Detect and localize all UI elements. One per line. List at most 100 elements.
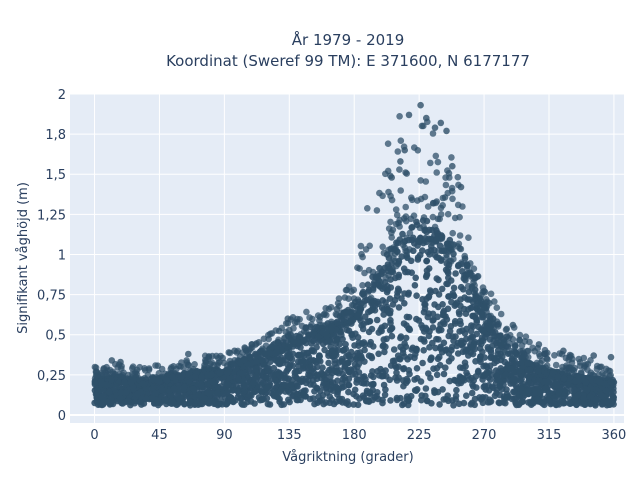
- data-point: [505, 334, 512, 342]
- data-point: [225, 365, 233, 373]
- data-point: [374, 270, 382, 278]
- data-point: [470, 265, 478, 273]
- data-point: [385, 246, 392, 254]
- data-point: [190, 385, 197, 393]
- data-point: [569, 355, 576, 363]
- data-point: [122, 389, 130, 396]
- data-point: [555, 388, 563, 396]
- data-point: [367, 294, 375, 302]
- data-point: [161, 397, 169, 404]
- data-point: [454, 173, 462, 181]
- data-point: [265, 364, 272, 372]
- data-point: [427, 374, 434, 382]
- data-point: [344, 398, 351, 405]
- data-point: [295, 339, 303, 347]
- x-tick-label: 0: [90, 428, 98, 443]
- data-point: [338, 355, 346, 363]
- y-tick-label: 1: [58, 248, 66, 263]
- data-point: [301, 336, 308, 344]
- data-point: [353, 393, 360, 400]
- data-point: [460, 275, 468, 282]
- data-point: [302, 359, 310, 366]
- data-point: [406, 229, 414, 237]
- data-point: [388, 234, 396, 241]
- data-point: [419, 324, 427, 332]
- data-point: [497, 310, 505, 318]
- data-point: [390, 244, 397, 251]
- data-point: [401, 300, 408, 307]
- data-point: [421, 237, 428, 244]
- data-point: [303, 349, 311, 357]
- data-point: [461, 252, 469, 260]
- data-point: [431, 124, 439, 131]
- data-point: [369, 286, 377, 294]
- data-point: [450, 284, 458, 292]
- data-point: [198, 373, 205, 381]
- data-point: [467, 343, 475, 351]
- data-point: [497, 365, 505, 372]
- data-point: [401, 353, 408, 360]
- data-point: [437, 211, 445, 218]
- data-point: [205, 390, 213, 397]
- data-point: [297, 389, 305, 396]
- data-point: [598, 401, 606, 408]
- data-point: [429, 213, 437, 221]
- data-point: [508, 347, 515, 355]
- data-point: [275, 327, 283, 335]
- data-point: [443, 254, 450, 261]
- data-point: [452, 392, 460, 400]
- data-point: [405, 111, 413, 119]
- data-point: [413, 292, 420, 300]
- data-point: [433, 371, 441, 379]
- data-point: [551, 352, 558, 359]
- data-point: [544, 349, 551, 357]
- data-point: [379, 399, 386, 407]
- data-point: [456, 364, 464, 371]
- data-point: [192, 373, 199, 380]
- data-point: [402, 379, 410, 387]
- data-point: [379, 243, 387, 251]
- data-point: [435, 276, 442, 284]
- data-point: [427, 159, 434, 167]
- data-point: [186, 402, 194, 409]
- data-point: [477, 353, 484, 360]
- data-point: [214, 383, 222, 391]
- data-point: [479, 284, 487, 291]
- data-point: [332, 310, 340, 318]
- data-point: [103, 372, 110, 379]
- data-point: [205, 400, 213, 407]
- data-point: [397, 343, 404, 351]
- data-point: [406, 326, 414, 334]
- data-point: [607, 353, 615, 361]
- data-point: [175, 395, 183, 402]
- y-tick-label: 0,25: [37, 369, 66, 384]
- data-point: [98, 380, 106, 388]
- data-point: [342, 286, 350, 294]
- data-point: [381, 348, 388, 356]
- x-tick-label: 225: [407, 428, 432, 443]
- data-point: [535, 376, 543, 384]
- data-point: [587, 400, 594, 408]
- data-point: [503, 325, 511, 333]
- data-point: [354, 334, 362, 341]
- data-point: [422, 385, 430, 392]
- data-point: [396, 355, 403, 363]
- data-point: [239, 401, 246, 408]
- data-point: [542, 364, 549, 371]
- data-point: [449, 162, 456, 170]
- data-point: [419, 359, 426, 367]
- data-point: [401, 146, 409, 154]
- data-point: [365, 398, 373, 406]
- data-point: [341, 374, 348, 381]
- x-tick-label: 360: [601, 428, 626, 443]
- data-point: [403, 234, 411, 242]
- data-point: [246, 392, 254, 399]
- data-point: [476, 345, 484, 352]
- data-point: [235, 375, 243, 383]
- data-point: [422, 273, 430, 281]
- data-point: [361, 313, 369, 321]
- data-point: [367, 390, 374, 398]
- data-point: [240, 377, 248, 385]
- data-point: [417, 177, 425, 184]
- data-point: [560, 400, 567, 407]
